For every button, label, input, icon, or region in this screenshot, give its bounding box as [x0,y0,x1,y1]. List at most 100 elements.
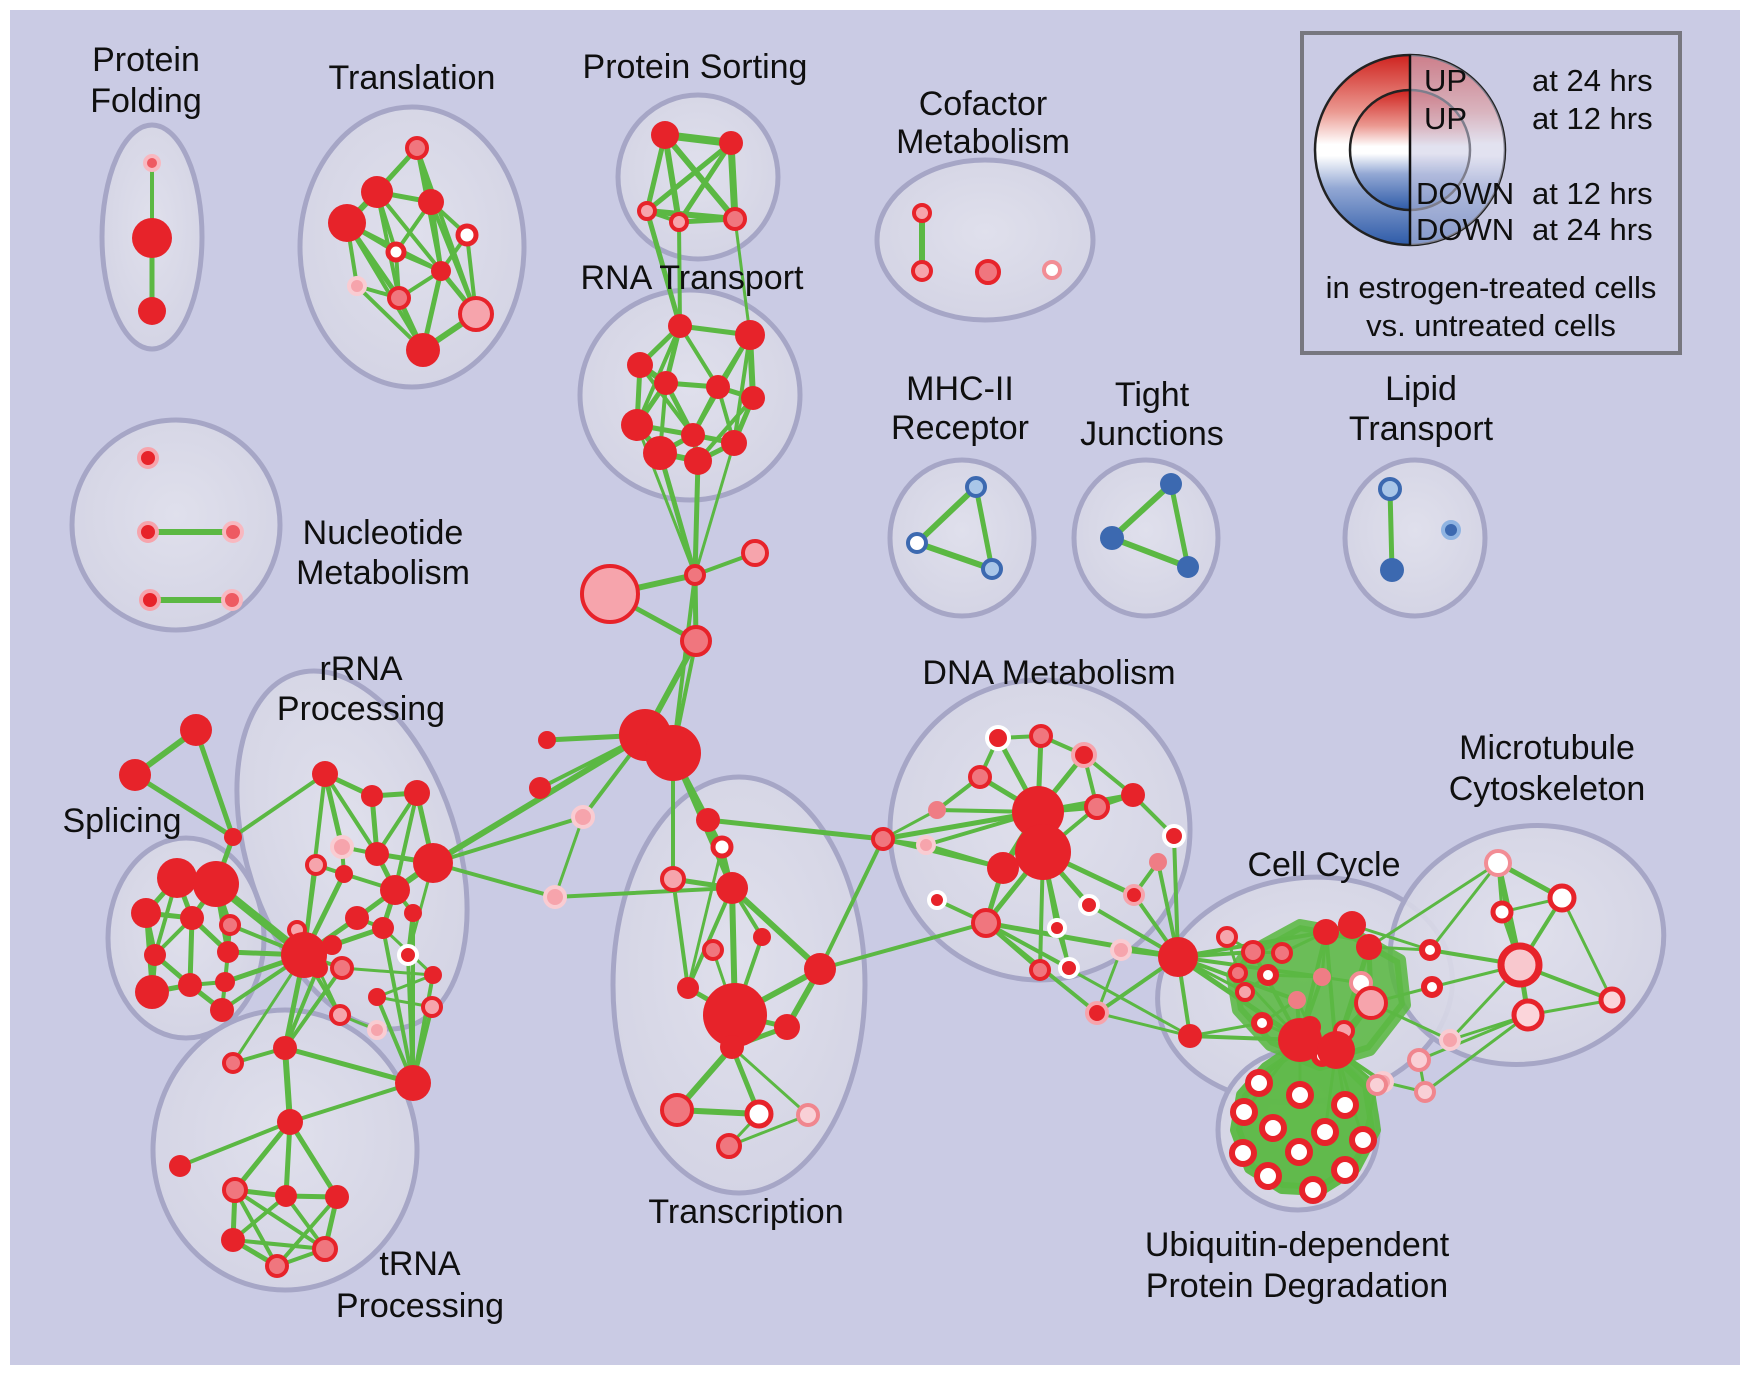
graph-node [277,1109,303,1135]
graph-node [1414,1081,1436,1103]
graph-node [1178,1024,1202,1048]
graph-node [1497,942,1543,988]
graph-node [621,409,653,441]
graph-node [660,1093,694,1127]
graph-node [193,861,239,907]
graph-node [1331,1091,1359,1119]
graph-node [131,898,161,928]
graph-node [273,1036,297,1060]
graph-node [1149,853,1167,871]
graph-node [424,966,442,984]
graph-node [987,852,1019,884]
graph-node [1254,1162,1282,1190]
graph-node [222,1052,244,1074]
graph-node [361,176,393,208]
graph-edge [1095,1011,1192,1038]
graph-node [275,1185,297,1207]
graph-node [329,1004,351,1026]
graph-node [774,1014,800,1040]
graph-node [710,835,734,859]
graph-node [224,828,242,846]
graph-node [180,714,212,746]
node-layer [119,121,1626,1278]
cluster-label-tight-junctions: Tight Junctions [1080,376,1224,453]
graph-node [138,297,166,325]
graph-edge [340,966,435,977]
graph-edge [1423,1013,1530,1094]
graph-edge [193,727,236,840]
graph-node [157,858,197,898]
graph-edge [662,132,738,222]
graph-edge [275,1195,339,1268]
graph-node [744,1099,774,1129]
graph-edge [231,1238,327,1251]
graph-node [716,872,748,904]
graph-node [368,988,386,1006]
graph-edge [1188,1021,1264,1038]
graph-node [735,320,765,350]
graph-node [1241,940,1265,964]
graph-node [681,423,705,447]
cluster-label-lipid-transport: Lipid Transport [1349,370,1494,448]
graph-edge [231,772,327,839]
graph-edge [323,772,379,856]
graph-edge [1172,834,1180,959]
graph-node [1338,911,1366,939]
graph-node [219,914,241,936]
graph-node [1278,1018,1322,1062]
graph-node [335,865,353,883]
graph-node [643,436,677,470]
graph-edge [553,886,734,899]
graph-edge [686,886,734,990]
graph-node [137,521,159,543]
graph-node [741,539,769,567]
graph-edge [232,1119,293,1193]
graph-node [702,939,724,961]
graph-node [1271,942,1293,964]
graph-node [680,625,712,657]
graph-node [721,430,747,456]
graph-node [455,223,479,247]
graph-edge [644,140,734,214]
cluster-ellipse-tight-junctions [1071,457,1221,619]
graph-edge [657,450,698,578]
graph-node [965,476,987,498]
cluster-label-translation: Translation [329,59,496,97]
graph-node [916,835,936,855]
graph-node [985,725,1011,751]
graph-node [871,827,895,851]
graph-edge [973,484,995,572]
graph-node [1331,1156,1359,1184]
graph-node [222,521,244,543]
graph-node [385,241,407,263]
graph-edge [705,817,886,842]
graph-node [1366,1074,1388,1096]
graph-edge [287,1119,340,1200]
graph-node [1177,556,1199,578]
graph-node [651,121,679,149]
graph-node [1299,1176,1327,1204]
cluster-label-ubiquitin-degradation: Ubiquitin-dependent Protein Degradation [1145,1226,1450,1305]
cluster-label-mhc-ii-receptor: MHC-II Receptor [891,370,1029,447]
graph-node [210,998,234,1022]
graph-node [215,972,235,992]
cluster-ellipse-trna-processing [150,1007,420,1293]
graph-node [1421,976,1443,998]
graph-node [1259,1114,1287,1142]
graph-node [325,1185,349,1209]
graph-node [169,1155,191,1177]
graph-node [703,983,767,1047]
graph-edge [233,1188,327,1251]
graph-node [1042,260,1062,280]
graph-node [637,201,657,221]
graph-node [741,386,765,410]
graph-node [1015,824,1071,880]
graph-edge [1176,955,1324,979]
graph-edge [1168,481,1191,570]
graph-node [330,956,354,980]
graph-node [380,875,410,905]
cluster-label-splicing: Splicing [62,802,181,840]
graph-node [1285,1138,1313,1166]
